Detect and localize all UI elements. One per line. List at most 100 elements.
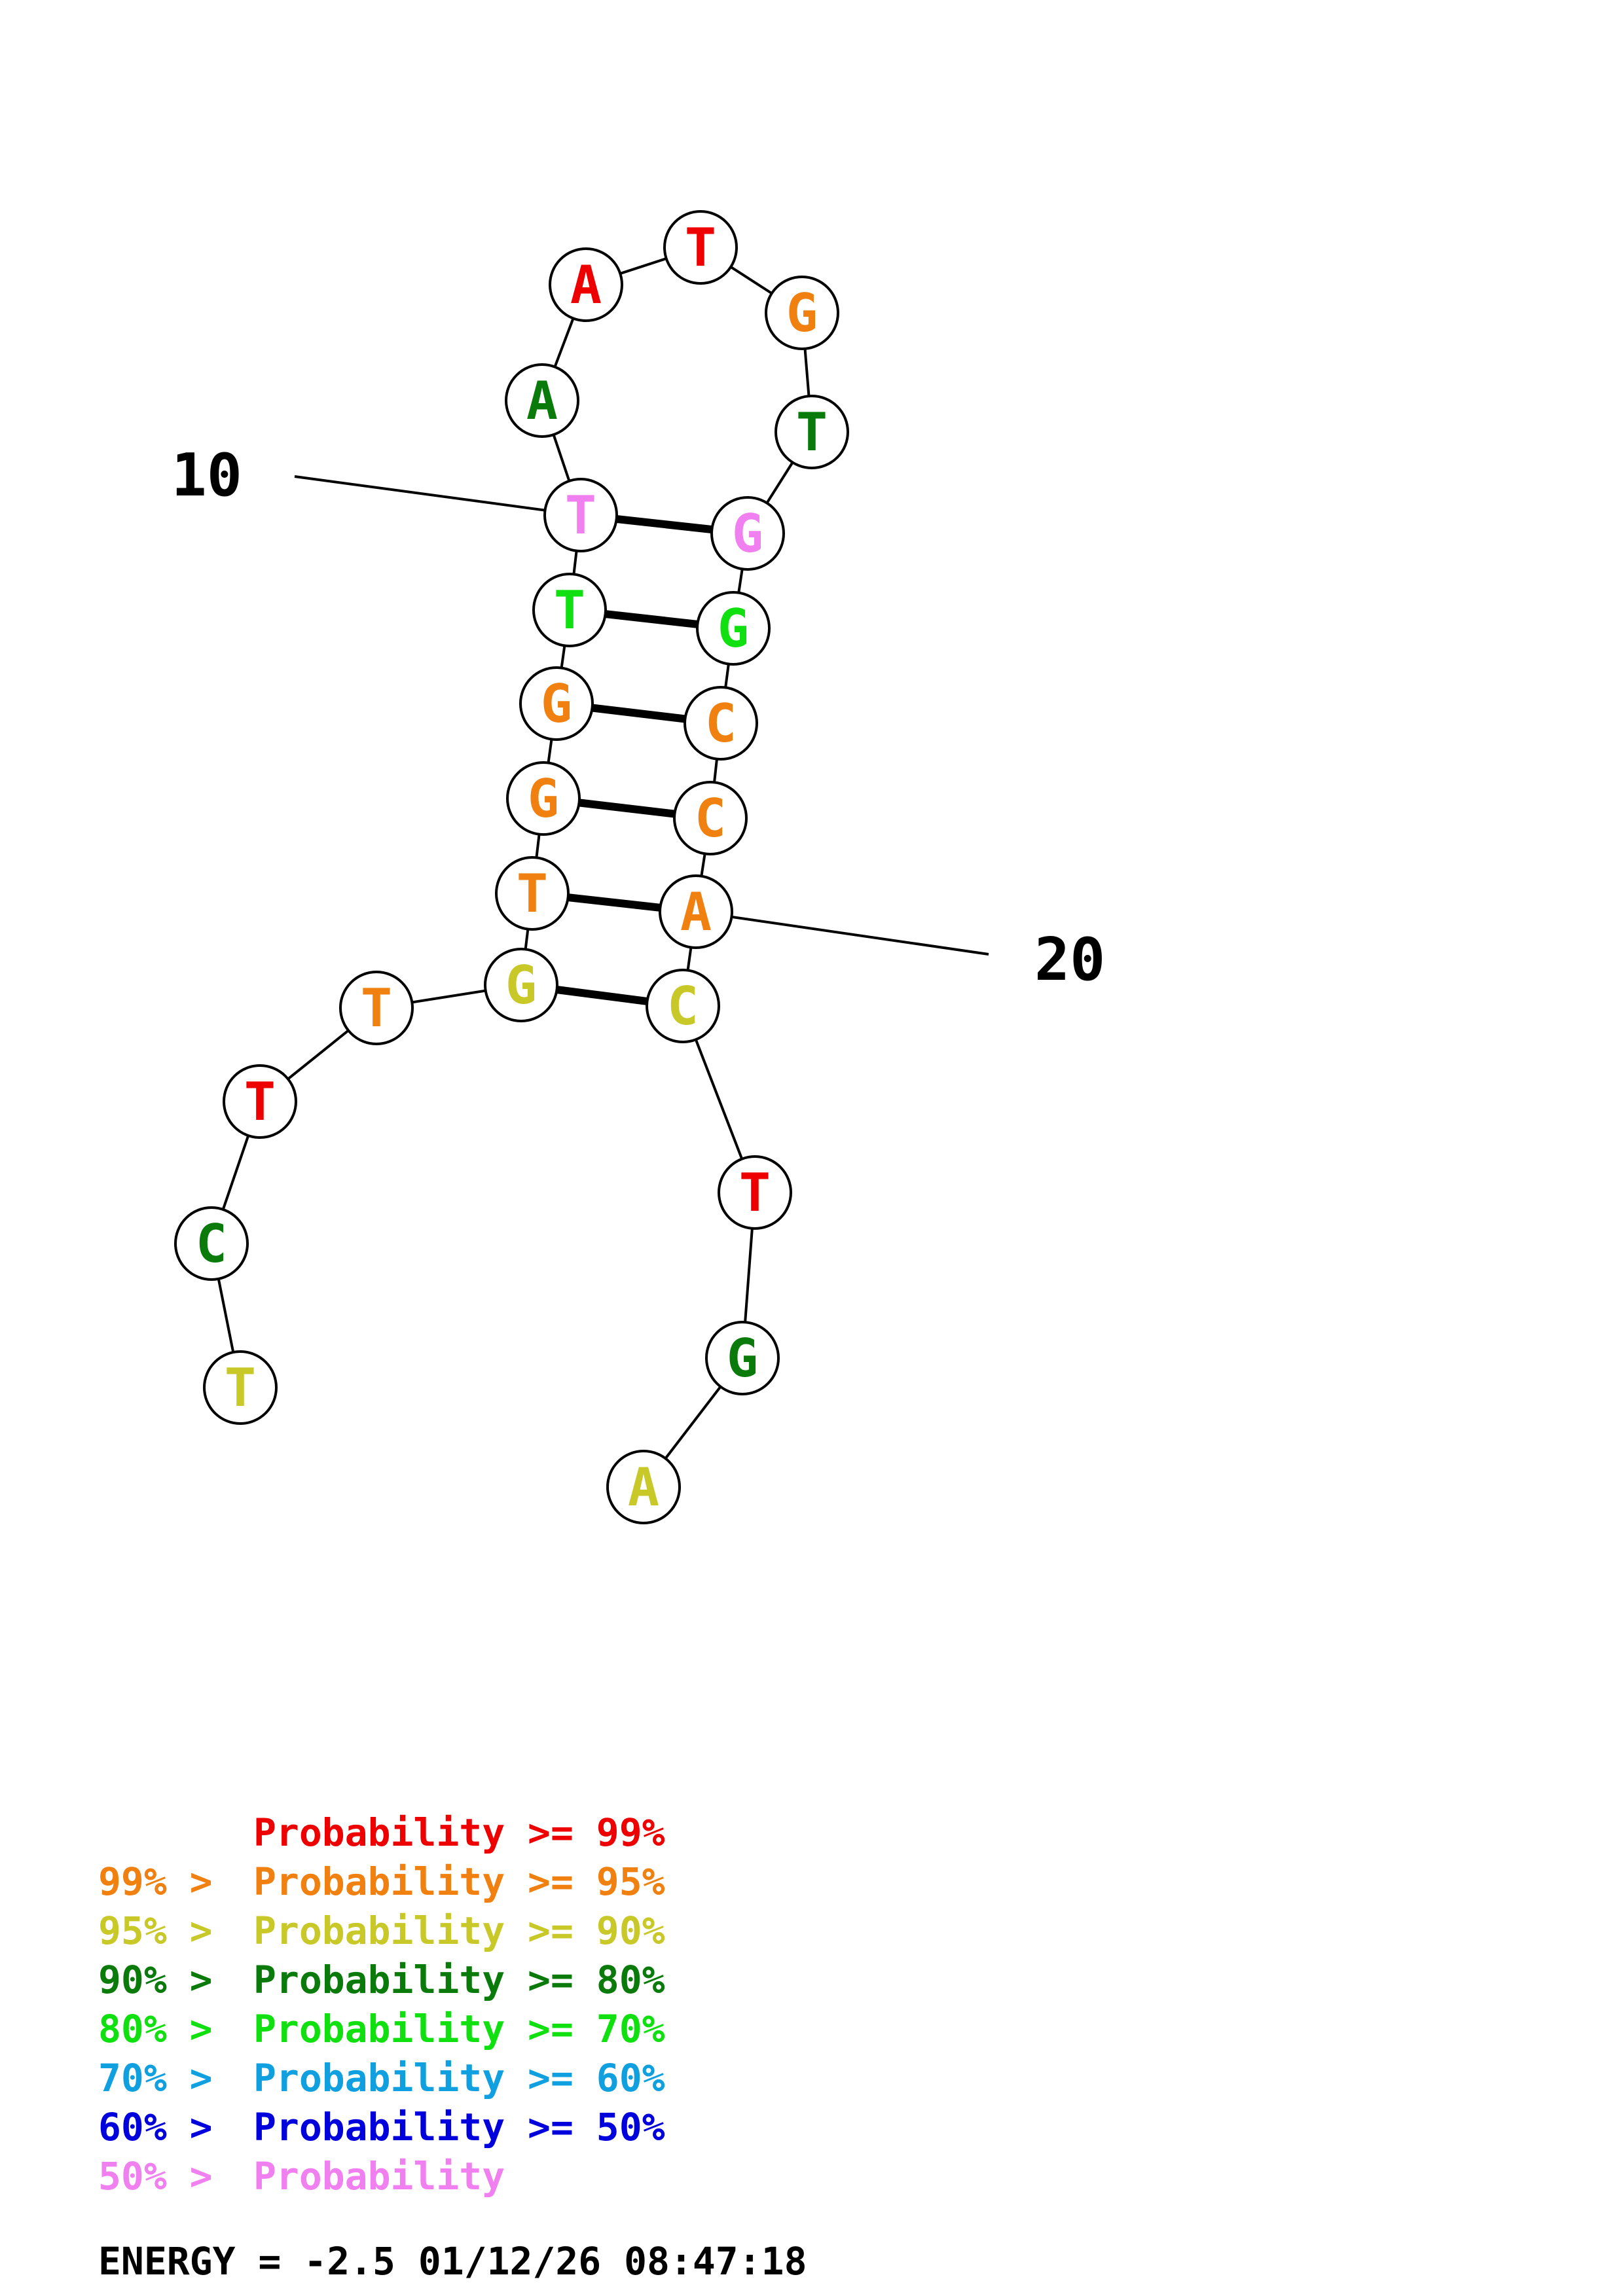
base-letter: G	[505, 955, 537, 1016]
base-node: G	[519, 666, 594, 741]
base-circle	[606, 1450, 681, 1524]
legend-row: 60% > Probability >= 50%	[98, 2105, 665, 2149]
base-circle	[646, 969, 720, 1043]
legend-prefix: 90% >	[98, 1958, 213, 2002]
base-letter: G	[718, 598, 749, 659]
base-circle	[532, 573, 607, 647]
position-label-leader	[695, 910, 989, 956]
base-node: C	[673, 781, 748, 855]
legend-row: 99% > Probability >= 95%	[98, 1859, 665, 1904]
legend-prefix: 95% >	[98, 1909, 213, 1953]
base-circle	[519, 666, 594, 741]
base-node: G	[506, 761, 581, 836]
base-circle	[495, 856, 570, 931]
base-node: T	[663, 210, 738, 285]
position-label-leader	[294, 475, 581, 516]
base-letter: T	[685, 217, 716, 278]
base-letter: A	[526, 370, 558, 431]
base-circle	[203, 1350, 278, 1425]
base-circle	[174, 1206, 249, 1281]
base-letter: G	[528, 768, 559, 829]
base-letter: A	[570, 255, 602, 315]
base-node: G	[710, 496, 785, 571]
legend-label: Probability >= 99%	[253, 1810, 665, 1855]
base-letter: T	[225, 1357, 256, 1418]
legend-prefix: 70% >	[98, 2056, 213, 2100]
legend-label: Probability >= 60%	[253, 2056, 665, 2100]
base-node: C	[646, 969, 720, 1043]
base-circle	[506, 761, 581, 836]
legend-row: Probability >= 99%	[253, 1810, 665, 1855]
base-node: C	[684, 686, 758, 761]
base-node: A	[505, 363, 579, 438]
legend-prefix: 80% >	[98, 2007, 213, 2051]
base-node: T	[718, 1155, 792, 1230]
base-letter: G	[732, 503, 763, 564]
legend-label: Probability >= 90%	[253, 1909, 665, 1953]
position-labels: 10 20	[172, 441, 1106, 994]
base-circle	[765, 276, 839, 350]
energy-line: ENERGY = -2.5 01/12/26 08:47:18	[98, 2239, 807, 2284]
base-circle	[775, 395, 849, 469]
legend-label: Probability >= 80%	[253, 1958, 665, 2002]
base-circle	[549, 247, 623, 322]
base-letter: C	[695, 788, 726, 849]
base-circle	[696, 591, 771, 666]
base-circle	[684, 686, 758, 761]
legend-label: Probability >= 95%	[253, 1859, 665, 1904]
base-circle	[659, 874, 733, 949]
base-node: A	[549, 247, 623, 322]
legend-row: 70% > Probability >= 60%	[98, 2056, 665, 2100]
base-letter: A	[628, 1457, 659, 1518]
base-letter: A	[680, 882, 712, 942]
base-letter: T	[517, 863, 548, 924]
base-letter: T	[565, 485, 596, 546]
legend-label: Probability	[253, 2154, 505, 2198]
base-node: G	[696, 591, 771, 666]
base-node: T	[495, 856, 570, 931]
base-circle	[710, 496, 785, 571]
base-circle	[543, 478, 618, 552]
base-letter: T	[361, 978, 392, 1039]
base-circle	[705, 1321, 780, 1395]
base-circle	[484, 948, 558, 1022]
legend-row: 50% > Probability	[98, 2154, 505, 2198]
legend-prefix: 60% >	[98, 2105, 213, 2149]
base-node: G	[484, 948, 558, 1022]
base-letter: G	[786, 283, 818, 344]
base-circle	[663, 210, 738, 285]
base-letter: C	[667, 976, 699, 1037]
base-node: A	[659, 874, 733, 949]
base-letter: G	[541, 673, 572, 734]
base-node: T	[532, 573, 607, 647]
base-circle	[673, 781, 748, 855]
base-node: G	[765, 276, 839, 350]
legend-prefix: 99% >	[98, 1859, 213, 1904]
base-node: T	[223, 1064, 297, 1139]
base-node: T	[775, 395, 849, 469]
legend-label: Probability >= 70%	[253, 2007, 665, 2051]
legend-prefix: 50% >	[98, 2154, 213, 2198]
base-node: G	[705, 1321, 780, 1395]
base-node: C	[174, 1206, 249, 1281]
probability-legend: Probability >= 99%99% > Probability >= 9…	[98, 1810, 665, 2198]
legend-label: Probability >= 50%	[253, 2105, 665, 2149]
base-circle	[718, 1155, 792, 1230]
legend-row: 95% > Probability >= 90%	[98, 1909, 665, 1953]
base-letter: C	[705, 693, 737, 754]
base-node: T	[543, 478, 618, 552]
base-letter: T	[554, 580, 585, 641]
position-label-lines	[294, 475, 989, 956]
base-circle	[505, 363, 579, 438]
base-letter: T	[796, 402, 828, 463]
position-label-20: 20	[1034, 925, 1105, 994]
position-label-10: 10	[172, 441, 242, 510]
base-letter: T	[244, 1071, 276, 1132]
base-circle	[339, 971, 414, 1045]
base-letter: C	[196, 1213, 227, 1274]
base-node: T	[339, 971, 414, 1045]
base-node: T	[203, 1350, 278, 1425]
base-circle	[223, 1064, 297, 1139]
